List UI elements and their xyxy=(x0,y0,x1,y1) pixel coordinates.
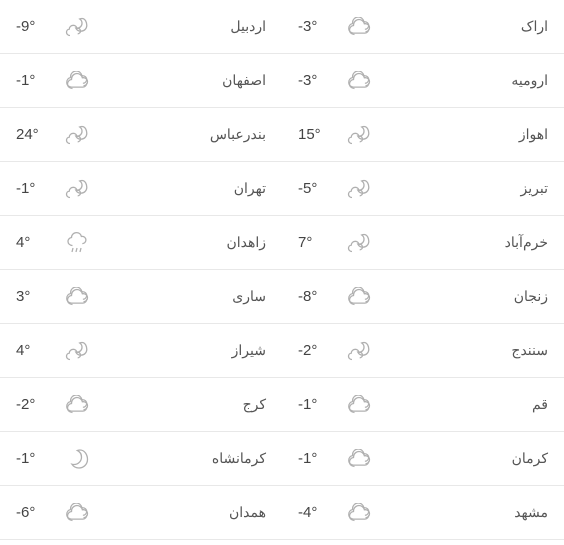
city-name: تهران xyxy=(96,180,266,197)
temperature-value: -2° xyxy=(298,342,342,359)
cloud-icon xyxy=(60,503,96,523)
temperature-value: 4° xyxy=(16,234,60,251)
temperature-value: 3° xyxy=(16,288,60,305)
temperature-value: -4° xyxy=(298,504,342,521)
city-name: قم xyxy=(378,396,548,413)
moon-cloud-icon xyxy=(60,340,96,362)
temperature-value: -3° xyxy=(298,72,342,89)
city-name: شیراز xyxy=(96,342,266,359)
city-name: کرمان xyxy=(378,450,548,467)
temperature-value: -3° xyxy=(298,18,342,35)
weather-cell[interactable]: اراک -3° xyxy=(282,0,564,54)
weather-cell[interactable]: قم -1° xyxy=(282,378,564,432)
weather-grid: اراک -3° اردبیل -9° ارومیه -3° اصفهان -1° اهواز 1… xyxy=(0,0,564,540)
weather-cell[interactable]: زاهدان 4° xyxy=(0,216,282,270)
city-name: مشهد xyxy=(378,504,548,521)
weather-cell[interactable]: شیراز 4° xyxy=(0,324,282,378)
moon-icon xyxy=(60,447,96,471)
weather-cell[interactable]: کرج -2° xyxy=(0,378,282,432)
cloud-icon xyxy=(60,395,96,415)
temperature-value: -1° xyxy=(16,450,60,467)
temperature-value: -1° xyxy=(298,396,342,413)
moon-cloud-icon xyxy=(60,178,96,200)
city-name: زنجان xyxy=(378,288,548,305)
weather-cell[interactable]: زنجان -8° xyxy=(282,270,564,324)
weather-cell[interactable]: مشهد -4° xyxy=(282,486,564,540)
city-name: اصفهان xyxy=(96,72,266,89)
weather-cell[interactable]: سنندج -2° xyxy=(282,324,564,378)
city-name: اراک xyxy=(378,18,548,35)
temperature-value: -1° xyxy=(16,72,60,89)
city-name: تبریز xyxy=(378,180,548,197)
temperature-value: 15° xyxy=(298,126,342,143)
temperature-value: -9° xyxy=(16,18,60,35)
weather-cell[interactable]: ساری 3° xyxy=(0,270,282,324)
cloud-icon xyxy=(342,395,378,415)
weather-cell[interactable]: تهران -1° xyxy=(0,162,282,216)
temperature-value: -6° xyxy=(16,504,60,521)
city-name: اردبیل xyxy=(96,18,266,35)
city-name: اهواز xyxy=(378,126,548,143)
moon-cloud-icon xyxy=(342,178,378,200)
temperature-value: 4° xyxy=(16,342,60,359)
weather-cell[interactable]: کرمانشاه -1° xyxy=(0,432,282,486)
weather-cell[interactable]: اهواز 15° xyxy=(282,108,564,162)
city-name: ارومیه xyxy=(378,72,548,89)
weather-cell[interactable]: اصفهان -1° xyxy=(0,54,282,108)
cloud-icon xyxy=(60,71,96,91)
temperature-value: -1° xyxy=(298,450,342,467)
cloud-icon xyxy=(342,449,378,469)
city-name: کرمانشاه xyxy=(96,450,266,467)
city-name: کرج xyxy=(96,396,266,413)
cloud-icon xyxy=(60,287,96,307)
city-name: خرم‌آباد xyxy=(378,234,548,251)
cloud-icon xyxy=(342,287,378,307)
city-name: همدان xyxy=(96,504,266,521)
temperature-value: 24° xyxy=(16,126,60,143)
moon-cloud-icon xyxy=(342,124,378,146)
weather-cell[interactable]: بندرعباس 24° xyxy=(0,108,282,162)
temperature-value: -5° xyxy=(298,180,342,197)
cloud-icon xyxy=(342,71,378,91)
weather-cell[interactable]: کرمان -1° xyxy=(282,432,564,486)
cloud-icon xyxy=(342,503,378,523)
temperature-value: -2° xyxy=(16,396,60,413)
weather-cell[interactable]: تبریز -5° xyxy=(282,162,564,216)
temperature-value: -8° xyxy=(298,288,342,305)
weather-cell[interactable]: همدان -6° xyxy=(0,486,282,540)
temperature-value: 7° xyxy=(298,234,342,251)
rain-icon xyxy=(60,231,96,255)
city-name: ساری xyxy=(96,288,266,305)
moon-cloud-icon xyxy=(342,232,378,254)
city-name: بندرعباس xyxy=(96,126,266,143)
cloud-icon xyxy=(342,17,378,37)
moon-cloud-icon xyxy=(60,124,96,146)
city-name: سنندج xyxy=(378,342,548,359)
weather-cell[interactable]: خرم‌آباد 7° xyxy=(282,216,564,270)
weather-cell[interactable]: اردبیل -9° xyxy=(0,0,282,54)
city-name: زاهدان xyxy=(96,234,266,251)
moon-cloud-icon xyxy=(60,16,96,38)
weather-cell[interactable]: ارومیه -3° xyxy=(282,54,564,108)
moon-cloud-icon xyxy=(342,340,378,362)
temperature-value: -1° xyxy=(16,180,60,197)
